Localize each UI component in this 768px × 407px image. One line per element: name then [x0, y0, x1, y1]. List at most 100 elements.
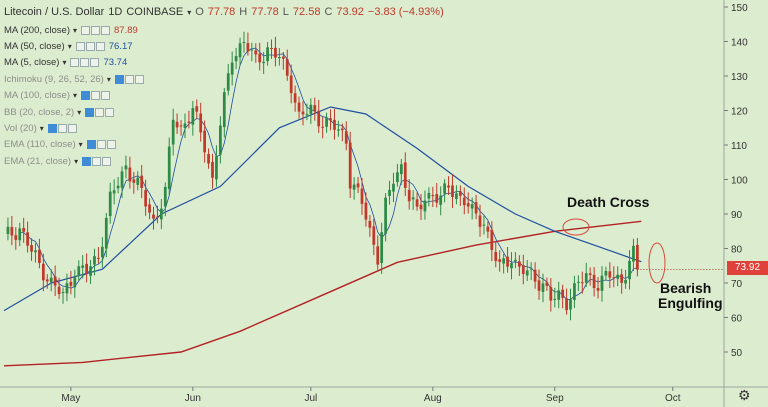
- candle-body: [73, 277, 77, 288]
- indicator-controls: [81, 91, 111, 101]
- settings-icon[interactable]: [92, 156, 102, 166]
- chevron-down-icon[interactable]: ▾: [106, 74, 111, 84]
- settings-icon[interactable]: [95, 107, 105, 117]
- candle-body: [30, 245, 33, 252]
- chevron-down-icon[interactable]: ▾: [78, 140, 83, 150]
- eye-icon[interactable]: [82, 156, 92, 166]
- candle-body: [423, 200, 427, 212]
- chevron-down-icon[interactable]: ▾: [73, 25, 78, 35]
- eye-icon[interactable]: [86, 140, 96, 150]
- indicator-row[interactable]: MA (50, close) ▾ 76.17: [4, 38, 148, 54]
- candle-body: [580, 282, 584, 284]
- candle-body: [514, 259, 517, 262]
- candle-body: [313, 105, 317, 112]
- indicator-row[interactable]: MA (100, close) ▾: [4, 88, 148, 104]
- candle-body: [18, 228, 22, 241]
- candle-body: [100, 246, 104, 258]
- symbol-header[interactable]: Litecoin / U.S. Dollar 1D COINBASE ▾ O 77…: [4, 6, 444, 18]
- indicator-controls: [47, 124, 77, 134]
- candle-body: [557, 290, 561, 300]
- chevron-down-icon[interactable]: ▾: [74, 156, 79, 166]
- indicator-row[interactable]: MA (5, close) ▾ 73.74: [4, 55, 148, 71]
- candle-body: [403, 162, 407, 188]
- close-icon[interactable]: [102, 156, 112, 166]
- candle-body: [340, 128, 344, 131]
- settings-icon[interactable]: [91, 91, 101, 101]
- eye-icon[interactable]: [47, 124, 57, 134]
- chevron-down-icon[interactable]: ▾: [77, 107, 82, 117]
- indicator-row[interactable]: EMA (21, close) ▾: [4, 153, 148, 169]
- indicator-row[interactable]: BB (20, close, 2) ▾: [4, 104, 148, 120]
- settings-icon[interactable]: [124, 74, 134, 84]
- indicator-value: 87.89: [114, 24, 138, 36]
- candle-body: [612, 277, 616, 279]
- candle-body: [337, 129, 340, 131]
- candle-body: [254, 50, 258, 55]
- candle-body: [26, 232, 29, 246]
- close-icon[interactable]: [101, 25, 111, 35]
- indicator-name: MA (100, close): [4, 90, 70, 102]
- candle-body: [474, 202, 478, 214]
- candle-body: [140, 175, 144, 189]
- indicator-row[interactable]: Vol (20) ▾: [4, 120, 148, 136]
- candle-body: [494, 251, 498, 262]
- gear-icon[interactable]: ⚙: [738, 387, 751, 403]
- chevron-down-icon[interactable]: ▾: [39, 124, 44, 134]
- indicator-name: BB (20, close, 2): [4, 106, 75, 118]
- candle-body: [486, 226, 490, 232]
- eye-icon[interactable]: [70, 58, 80, 68]
- candle-body: [159, 208, 163, 220]
- close-icon[interactable]: [134, 74, 144, 84]
- close-icon[interactable]: [101, 91, 111, 101]
- candle-body: [156, 216, 159, 218]
- close-icon[interactable]: [95, 42, 105, 52]
- eye-icon[interactable]: [114, 74, 124, 84]
- candle-body: [309, 104, 313, 114]
- high-value: 77.78: [251, 6, 279, 18]
- candle-body: [435, 194, 439, 203]
- indicator-name: MA (50, close): [4, 41, 65, 53]
- x-tick-label: Oct: [665, 393, 681, 404]
- x-tick-label: Jun: [185, 393, 201, 404]
- eye-icon[interactable]: [81, 91, 91, 101]
- settings-icon[interactable]: [96, 140, 106, 150]
- candle-body: [108, 191, 112, 217]
- chevron-down-icon[interactable]: ▾: [73, 91, 78, 101]
- chevron-down-icon[interactable]: ▾: [187, 7, 192, 17]
- high-label: H: [239, 6, 248, 18]
- close-icon[interactable]: [90, 58, 100, 68]
- indicator-row[interactable]: MA (200, close) ▾ 87.89: [4, 22, 148, 38]
- settings-icon[interactable]: [85, 42, 95, 52]
- settings-icon[interactable]: [91, 25, 101, 35]
- indicator-controls: [86, 140, 116, 150]
- close-icon[interactable]: [106, 140, 116, 150]
- indicator-row[interactable]: EMA (110, close) ▾: [4, 137, 148, 153]
- candle-body: [388, 189, 391, 196]
- close-icon[interactable]: [67, 124, 77, 134]
- candle-body: [517, 261, 521, 267]
- chevron-down-icon[interactable]: ▾: [67, 42, 72, 52]
- candle-body: [573, 283, 576, 300]
- indicator-name: Ichimoku (9, 26, 52, 26): [4, 73, 104, 85]
- indicator-name: EMA (21, close): [4, 155, 72, 167]
- indicator-row[interactable]: Ichimoku (9, 26, 52, 26) ▾: [4, 71, 148, 87]
- candle-body: [624, 279, 627, 284]
- candle-body: [545, 282, 549, 286]
- close-icon[interactable]: [105, 107, 115, 117]
- eye-icon[interactable]: [75, 42, 85, 52]
- candle-body: [215, 156, 218, 180]
- candle-body: [443, 183, 446, 194]
- candle-body: [407, 189, 411, 202]
- eye-icon[interactable]: [85, 107, 95, 117]
- candle-body: [45, 279, 49, 282]
- candle-body: [608, 271, 612, 278]
- indicator-value: 73.74: [103, 57, 128, 69]
- eye-icon[interactable]: [81, 25, 91, 35]
- settings-icon[interactable]: [80, 58, 90, 68]
- candle-body: [250, 49, 254, 51]
- candle-body: [541, 283, 545, 292]
- chevron-down-icon[interactable]: ▾: [62, 58, 67, 68]
- settings-icon[interactable]: [57, 124, 67, 134]
- candle-body: [132, 179, 136, 183]
